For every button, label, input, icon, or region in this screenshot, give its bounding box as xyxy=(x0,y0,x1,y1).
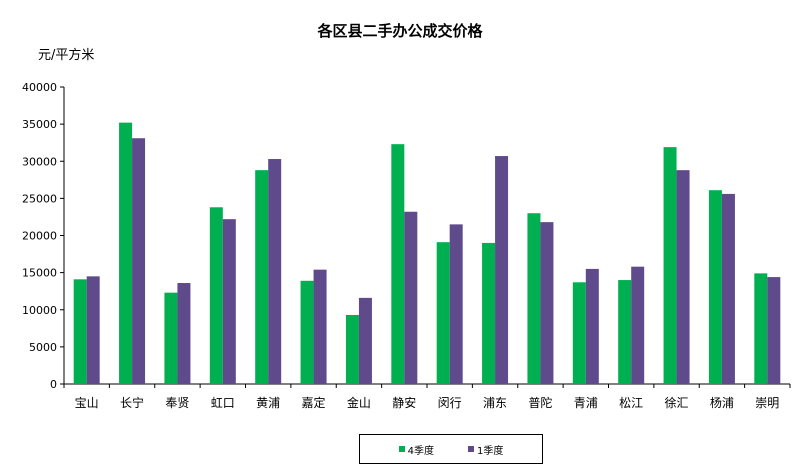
x-category-label-8: 闵行 xyxy=(438,395,462,410)
x-category-label-13: 徐汇 xyxy=(665,395,689,410)
bar-series-1-13 xyxy=(663,147,677,384)
x-category-label-14: 杨浦 xyxy=(710,395,734,410)
bar-series-1-11 xyxy=(572,282,586,384)
legend: 4季度 1季度 xyxy=(359,434,543,464)
bar-series-2-14 xyxy=(721,193,735,384)
x-category-label-4: 黄浦 xyxy=(256,396,280,410)
y-axis-unit-label: 元/平方米 xyxy=(38,48,95,63)
bar-series-1-3 xyxy=(209,207,223,384)
legend-item-series-2: 1季度 xyxy=(468,442,503,457)
x-category-label-11: 青浦 xyxy=(574,396,598,410)
bar-series-1-0 xyxy=(73,279,87,384)
bar-series-2-1 xyxy=(132,138,146,384)
bar-series-2-12 xyxy=(631,266,645,384)
y-tick-label-0: 40000 xyxy=(22,81,57,94)
x-category-label-10: 普陀 xyxy=(528,395,552,410)
legend-label-series-2: 1季度 xyxy=(477,445,504,457)
x-category-label-0: 宝山 xyxy=(75,396,99,410)
bar-series-1-1 xyxy=(119,122,133,384)
bar-series-2-7 xyxy=(404,211,418,384)
x-category-label-5: 嘉定 xyxy=(302,395,326,410)
bar-series-1-6 xyxy=(345,314,359,384)
chart-title: 各区县二手办公成交价格 xyxy=(317,22,483,40)
bar-series-2-3 xyxy=(222,219,236,384)
bar-series-2-0 xyxy=(86,276,100,384)
y-tick-label-1: 35000 xyxy=(22,118,57,131)
x-category-label-9: 浦东 xyxy=(483,396,507,410)
bar-series-2-9 xyxy=(495,156,509,384)
bar-series-2-13 xyxy=(676,170,690,384)
bar-series-1-8 xyxy=(436,242,450,384)
bar-series-1-10 xyxy=(527,213,541,384)
y-tick-label-8: 0 xyxy=(50,378,57,391)
legend-swatch-series-1 xyxy=(398,446,405,452)
y-tick-label-3: 25000 xyxy=(22,192,57,205)
bar-series-2-15 xyxy=(767,277,781,384)
bar-series-2-2 xyxy=(177,283,191,384)
bar-series-2-10 xyxy=(540,222,554,384)
x-category-label-1: 长宁 xyxy=(120,395,144,410)
x-category-label-2: 奉贤 xyxy=(165,396,189,410)
bar-series-1-12 xyxy=(618,280,632,384)
x-category-label-12: 松江 xyxy=(619,396,643,410)
y-tick-label-7: 5000 xyxy=(29,341,57,354)
bar-series-2-4 xyxy=(268,159,282,384)
legend-item-series-1: 4季度 xyxy=(398,442,434,457)
bar-series-1-14 xyxy=(708,190,722,384)
bar-series-2-6 xyxy=(358,297,372,384)
y-tick-label-4: 20000 xyxy=(22,230,57,243)
legend-label-series-1: 4季度 xyxy=(407,445,434,457)
bar-series-1-9 xyxy=(482,242,496,384)
y-tick-label-5: 15000 xyxy=(22,267,57,280)
y-tick-label-6: 10000 xyxy=(22,304,57,317)
legend-swatch-series-2 xyxy=(468,446,474,452)
bar-series-1-15 xyxy=(754,273,768,384)
x-category-label-15: 崇明 xyxy=(755,396,779,410)
x-category-label-6: 金山 xyxy=(347,395,371,410)
bar-series-1-7 xyxy=(391,144,405,384)
bar-series-1-2 xyxy=(164,292,178,384)
bar-series-2-8 xyxy=(449,224,463,384)
bar-series-1-5 xyxy=(300,280,314,384)
x-category-label-7: 静安 xyxy=(392,395,416,410)
bar-series-1-4 xyxy=(255,170,269,384)
bar-series-2-11 xyxy=(585,268,599,384)
y-tick-label-2: 30000 xyxy=(22,155,57,168)
bar-series-2-5 xyxy=(313,269,327,384)
x-category-label-3: 虹口 xyxy=(211,396,235,410)
